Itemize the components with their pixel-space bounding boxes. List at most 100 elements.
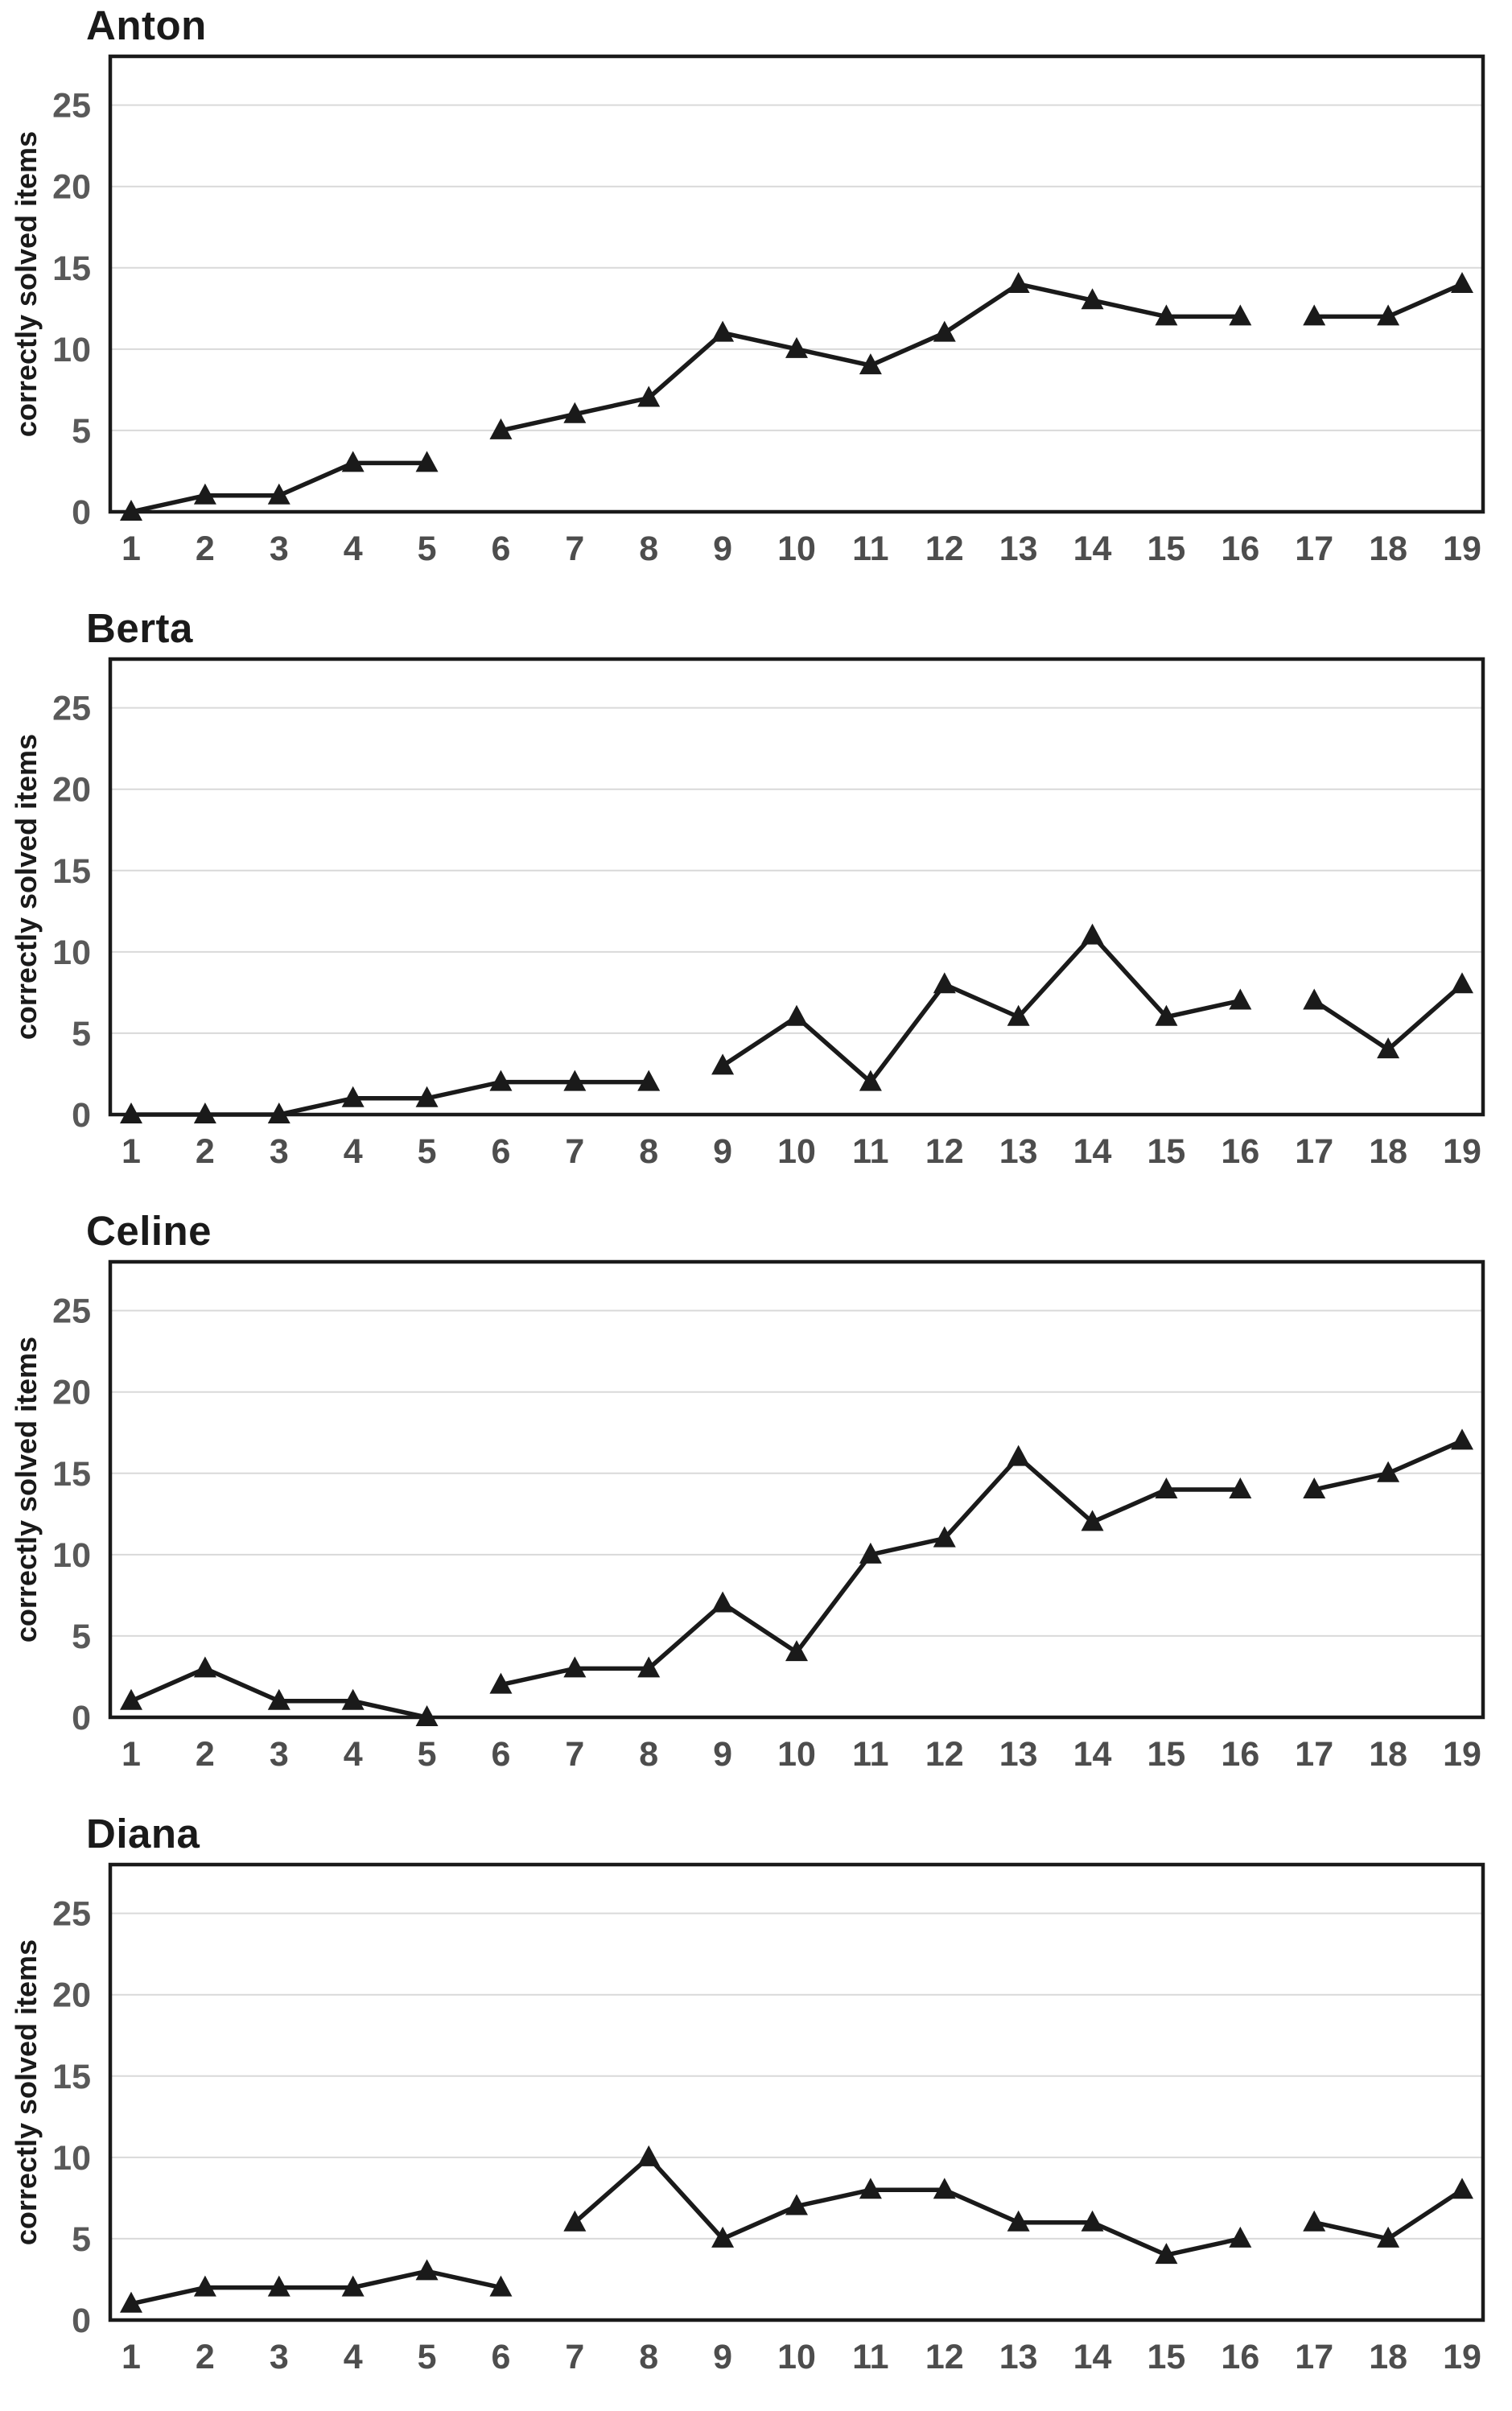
x-tick-label: 12: [925, 1735, 964, 1774]
data-point-marker: [637, 1656, 661, 1678]
data-point-marker: [785, 336, 808, 358]
plot-border: [108, 657, 1485, 1117]
x-tick-label: 1: [122, 1735, 141, 1774]
data-point-marker: [1155, 1004, 1178, 1026]
data-point-marker: [1303, 2210, 1326, 2232]
x-tick-label: 3: [270, 2338, 289, 2376]
x-tick-label: 7: [565, 1735, 584, 1774]
data-point-marker: [120, 500, 142, 521]
x-tick-label: 11: [852, 1132, 888, 1171]
chart-title-anton: Anton: [86, 2, 207, 48]
x-tick-label: 16: [1221, 1132, 1259, 1171]
data-point-marker: [859, 2178, 882, 2199]
data-point-marker: [1451, 272, 1473, 293]
data-point-marker: [1007, 1004, 1030, 1026]
x-tick-label: 7: [565, 1132, 584, 1171]
data-point-marker: [267, 1688, 290, 1710]
data-point-marker: [933, 972, 956, 994]
x-tick-label: 3: [270, 1132, 289, 1171]
chart-panel-celine: Celine correctly solved items 0 5 10 15 20 25…: [0, 1206, 1512, 1808]
data-point-marker: [1229, 2226, 1252, 2248]
x-tick-label: 13: [999, 2338, 1038, 2376]
y-tick-label: 10: [52, 2139, 91, 2178]
data-point-marker: [193, 2275, 216, 2297]
data-point-marker: [489, 2275, 513, 2297]
x-tick-label: 8: [639, 1735, 658, 1774]
data-point-marker: [193, 1656, 216, 1678]
x-tick-label: 5: [418, 2338, 437, 2376]
x-tick-label: 18: [1369, 1132, 1407, 1171]
y-tick-label: 20: [52, 1374, 91, 1412]
x-tick-label: 8: [639, 530, 658, 568]
x-tick-label: 11: [852, 1735, 888, 1774]
x-tick-label: 13: [999, 1132, 1038, 1171]
data-point-marker: [711, 2226, 735, 2248]
x-tick-label: 17: [1295, 1132, 1333, 1171]
data-point-marker: [1303, 304, 1326, 326]
x-tick-label: 8: [639, 2338, 658, 2376]
x-tick-label: 10: [777, 1735, 816, 1774]
data-point-marker: [267, 483, 290, 505]
x-tick-label: 3: [270, 530, 289, 568]
data-point-marker: [1377, 2226, 1400, 2248]
x-tick-label: 9: [713, 1132, 732, 1171]
data-point-marker: [1007, 272, 1030, 293]
x-tick-label: 7: [565, 530, 584, 568]
data-point-marker: [637, 1069, 661, 1091]
data-point-marker: [120, 2291, 142, 2313]
y-tick-label: 5: [72, 2220, 91, 2259]
y-tick-label: 0: [72, 1699, 91, 1737]
x-tick-label: 14: [1073, 2338, 1112, 2376]
x-tick-label: 11: [852, 2338, 888, 2376]
y-tick-label: 25: [52, 1292, 91, 1331]
x-tick-label: 7: [565, 2338, 584, 2376]
x-tick-label: 12: [925, 1132, 964, 1171]
series-line: [130, 2269, 502, 2306]
x-tick-label: 6: [491, 2338, 510, 2376]
y-tick-label: 0: [72, 2302, 91, 2340]
x-tick-label: 6: [491, 530, 510, 568]
y-tick-label: 0: [72, 1096, 91, 1135]
y-tick-label: 20: [52, 168, 91, 207]
data-point-marker: [785, 1640, 808, 1662]
data-point-marker: [1155, 304, 1178, 326]
data-point-marker: [1081, 2210, 1104, 2232]
data-point-marker: [1229, 1478, 1252, 1498]
series-line: [721, 932, 1241, 1086]
y-tick-label: 20: [52, 771, 91, 810]
data-point-marker: [267, 1102, 290, 1123]
series-line: [131, 1079, 649, 1117]
data-point-marker: [1007, 2210, 1030, 2232]
data-point-marker: [489, 418, 513, 439]
x-tick-label: 15: [1147, 1735, 1186, 1774]
data-point-marker: [1081, 1510, 1104, 1531]
data-point-marker: [1377, 1037, 1400, 1059]
data-point-marker: [341, 1086, 365, 1107]
data-point-marker: [859, 1542, 882, 1564]
x-tick-label: 4: [344, 2338, 363, 2376]
data-point-marker: [785, 2194, 808, 2215]
data-point-marker: [120, 1688, 142, 1710]
y-tick-label: 25: [52, 1895, 91, 1934]
plot-border: [108, 1862, 1485, 2322]
data-point-marker: [415, 451, 439, 472]
chart-panel-anton: Anton correctly solved items 0 5 10 15 20 25 1…: [0, 0, 1512, 603]
x-tick-label: 16: [1221, 2338, 1259, 2376]
x-tick-label: 4: [344, 530, 363, 568]
x-tick-label: 13: [999, 1735, 1038, 1774]
data-point-marker: [489, 1069, 513, 1091]
series-line: [573, 2154, 1241, 2258]
y-tick-label: 10: [52, 1536, 91, 1575]
data-point-marker: [415, 1705, 439, 1726]
y-tick-label: 15: [52, 2058, 91, 2096]
data-point-marker: [415, 2259, 439, 2281]
chart-panel-berta: Berta correctly solved items 0 5 10 15 20 25 1…: [0, 603, 1512, 1206]
y-tick-label: 25: [52, 690, 91, 728]
y-tick-label: 15: [52, 852, 91, 891]
x-tick-label: 10: [777, 530, 816, 568]
x-tick-label: 14: [1073, 1132, 1112, 1171]
x-tick-label: 3: [270, 1735, 289, 1774]
